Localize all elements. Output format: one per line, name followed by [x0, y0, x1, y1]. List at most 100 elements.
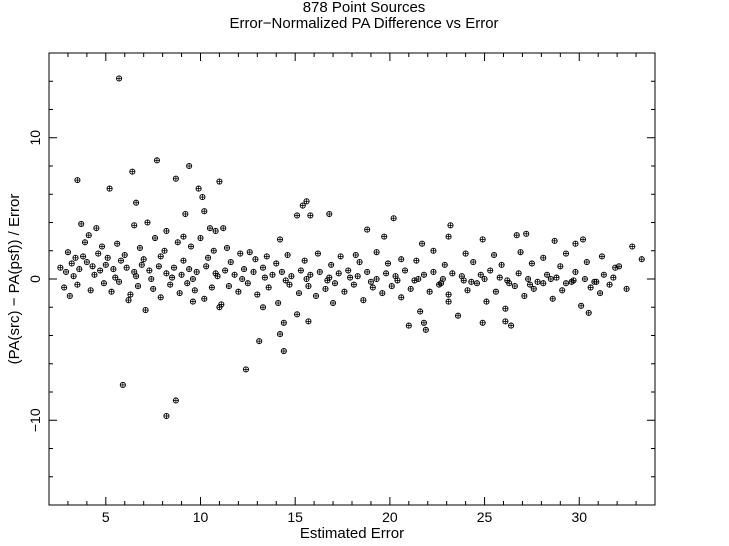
data-point: [186, 162, 193, 170]
points-layer: [57, 75, 645, 420]
data-point: [225, 283, 232, 290]
data-point: [470, 258, 477, 266]
data-point: [479, 236, 486, 243]
data-point: [163, 227, 170, 235]
data-point: [250, 268, 257, 275]
data-point: [169, 274, 176, 281]
data-point: [468, 278, 475, 285]
data-point: [78, 220, 85, 227]
data-point: [180, 233, 187, 240]
data-point: [100, 280, 107, 287]
data-point: [167, 281, 174, 288]
data-point: [305, 283, 312, 290]
data-point: [312, 292, 320, 300]
data-point: [140, 256, 147, 263]
data-point: [98, 243, 106, 250]
data-point: [237, 250, 244, 257]
data-point: [138, 261, 145, 268]
data-point: [481, 275, 488, 283]
data-point: [487, 267, 494, 274]
data-point: [299, 202, 306, 209]
data-point: [151, 234, 159, 242]
data-point: [81, 239, 89, 246]
data-point: [324, 277, 331, 284]
data-point: [449, 270, 456, 277]
x-axis-label: Estimated Error: [300, 525, 404, 542]
data-point: [259, 304, 267, 311]
data-point: [189, 275, 196, 283]
data-point: [570, 277, 577, 284]
data-point: [206, 225, 214, 232]
data-point: [331, 280, 339, 287]
data-point: [102, 261, 109, 268]
data-point: [97, 267, 104, 274]
data-point: [350, 281, 357, 288]
data-point: [286, 281, 293, 288]
data-point: [201, 208, 208, 215]
data-point: [405, 322, 412, 329]
data-point: [557, 263, 564, 270]
data-point: [106, 185, 113, 192]
data-point: [544, 271, 551, 278]
data-point: [420, 319, 428, 326]
data-point: [305, 318, 312, 325]
data-point: [579, 236, 587, 243]
data-point: [581, 275, 588, 283]
data-point: [437, 280, 445, 287]
data-point: [114, 240, 121, 247]
data-point: [347, 274, 354, 281]
data-point: [282, 277, 289, 284]
data-point: [72, 254, 79, 261]
data-point: [477, 271, 484, 278]
data-point: [587, 284, 594, 291]
data-point: [203, 263, 210, 270]
data-point: [504, 277, 511, 284]
data-point: [447, 222, 454, 229]
data-point: [68, 260, 75, 267]
data-point: [178, 271, 185, 278]
data-point: [117, 257, 125, 264]
data-point: [547, 275, 554, 283]
data-point: [57, 264, 64, 271]
data-point: [131, 222, 138, 229]
data-point: [373, 249, 380, 256]
data-point: [199, 194, 206, 201]
data-point: [600, 271, 607, 278]
data-point: [83, 258, 90, 266]
data-point: [278, 268, 285, 275]
data-point: [426, 288, 433, 295]
data-point: [394, 277, 401, 284]
data-point: [422, 326, 429, 333]
x-tick-label: 15: [287, 509, 303, 525]
data-point: [280, 347, 287, 355]
data-point: [525, 275, 532, 283]
data-point: [415, 275, 422, 283]
data-point: [390, 215, 397, 222]
data-point: [526, 281, 534, 288]
data-point: [523, 230, 530, 237]
data-point: [163, 270, 170, 277]
data-point: [492, 288, 499, 295]
data-point: [93, 225, 100, 232]
data-point: [216, 304, 223, 311]
data-point: [364, 268, 371, 275]
data-point: [170, 264, 178, 271]
data-point: [214, 273, 221, 280]
data-point: [354, 273, 361, 280]
data-point: [413, 257, 420, 264]
data-point: [222, 267, 229, 274]
data-point: [483, 298, 490, 305]
data-point: [273, 260, 280, 267]
data-point: [356, 258, 363, 266]
data-point: [157, 294, 164, 301]
data-point: [551, 237, 558, 244]
data-point: [328, 261, 335, 268]
data-point: [212, 227, 219, 235]
data-point: [562, 250, 570, 257]
data-point: [528, 260, 535, 267]
data-point: [521, 292, 528, 300]
data-point: [116, 278, 123, 285]
data-point: [460, 277, 467, 284]
data-point: [254, 291, 261, 298]
